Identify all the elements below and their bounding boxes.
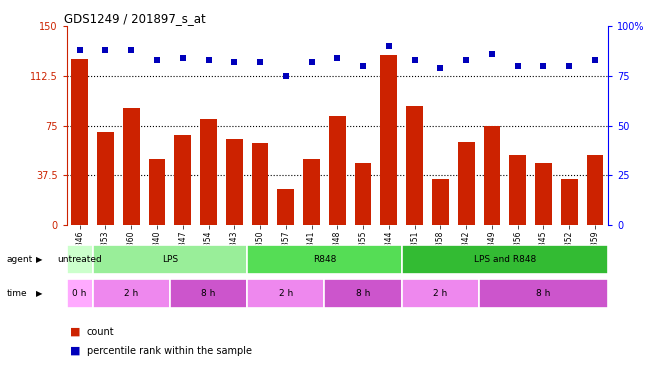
FancyBboxPatch shape	[401, 245, 608, 274]
Point	[229, 59, 240, 65]
Point	[358, 63, 369, 69]
Point	[152, 57, 162, 63]
Bar	[174, 135, 191, 225]
Point	[281, 73, 291, 79]
Bar	[535, 163, 552, 225]
Text: ■: ■	[70, 346, 81, 355]
Point	[332, 55, 343, 61]
Bar	[458, 141, 474, 225]
Bar	[303, 159, 320, 225]
Bar	[277, 189, 294, 225]
Point	[461, 57, 472, 63]
FancyBboxPatch shape	[67, 279, 93, 308]
Bar	[587, 155, 603, 225]
Bar	[355, 163, 371, 225]
Text: 2 h: 2 h	[279, 289, 293, 298]
Text: 8 h: 8 h	[536, 289, 550, 298]
Point	[255, 59, 265, 65]
Bar	[148, 159, 166, 225]
Text: agent: agent	[7, 255, 33, 264]
Text: ▶: ▶	[36, 255, 43, 264]
FancyBboxPatch shape	[93, 245, 247, 274]
Text: percentile rank within the sample: percentile rank within the sample	[87, 346, 252, 355]
Bar	[509, 155, 526, 225]
Point	[383, 43, 394, 49]
Point	[178, 55, 188, 61]
Text: untreated: untreated	[57, 255, 102, 264]
Text: LPS: LPS	[162, 255, 178, 264]
Bar	[97, 132, 114, 225]
Point	[435, 65, 446, 71]
Bar	[484, 126, 500, 225]
Bar	[123, 108, 140, 225]
Point	[512, 63, 523, 69]
Text: 8 h: 8 h	[356, 289, 370, 298]
FancyBboxPatch shape	[93, 279, 170, 308]
FancyBboxPatch shape	[479, 279, 608, 308]
FancyBboxPatch shape	[325, 279, 401, 308]
Text: count: count	[87, 327, 114, 337]
Text: time: time	[7, 289, 27, 298]
Bar	[561, 178, 578, 225]
Point	[126, 47, 136, 53]
Bar	[71, 59, 88, 225]
Bar	[200, 119, 217, 225]
Point	[306, 59, 317, 65]
Point	[100, 47, 111, 53]
Point	[409, 57, 420, 63]
Text: ■: ■	[70, 327, 81, 337]
Point	[590, 57, 601, 63]
Text: GDS1249 / 201897_s_at: GDS1249 / 201897_s_at	[64, 12, 206, 25]
Point	[538, 63, 549, 69]
FancyBboxPatch shape	[67, 245, 93, 274]
Text: LPS and R848: LPS and R848	[474, 255, 536, 264]
Point	[486, 51, 497, 57]
Text: 2 h: 2 h	[434, 289, 448, 298]
Bar	[381, 56, 397, 225]
FancyBboxPatch shape	[247, 279, 325, 308]
FancyBboxPatch shape	[247, 245, 401, 274]
Bar	[432, 178, 449, 225]
FancyBboxPatch shape	[401, 279, 479, 308]
Bar	[406, 106, 423, 225]
Text: 8 h: 8 h	[201, 289, 216, 298]
FancyBboxPatch shape	[170, 279, 247, 308]
Point	[74, 47, 85, 53]
Point	[203, 57, 214, 63]
Text: ▶: ▶	[36, 289, 43, 298]
Bar	[226, 139, 242, 225]
Point	[564, 63, 574, 69]
Text: 2 h: 2 h	[124, 289, 138, 298]
Bar	[252, 143, 269, 225]
Text: 0 h: 0 h	[73, 289, 87, 298]
Text: R848: R848	[313, 255, 336, 264]
Bar	[329, 116, 346, 225]
